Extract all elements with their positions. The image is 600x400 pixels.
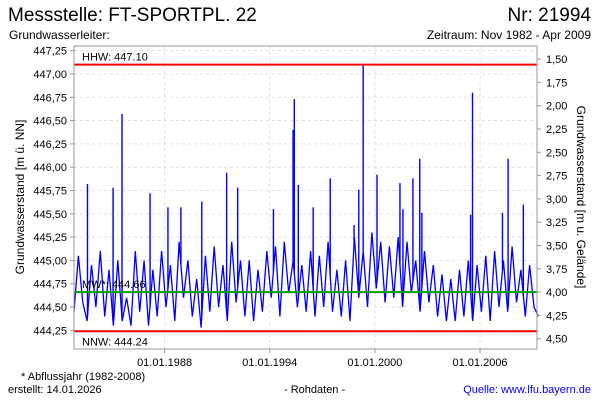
y-tick-label: 445,25 xyxy=(33,232,67,244)
y-right-tick-label: 2,00 xyxy=(546,101,567,113)
y-right-tick-label: 2,50 xyxy=(546,147,567,159)
y-axis-right: 1,50 1,75 2,00 2,25 2,50 2,75 3,00 3,25 3,50 3,75… xyxy=(537,54,567,346)
y-tick-label: 445,50 xyxy=(33,209,67,221)
y-tick-label: 446,25 xyxy=(33,139,67,151)
period-label: Zeitraum: Nov 1982 - Apr 2009 xyxy=(426,28,591,42)
x-axis: 01.01.1988 01.01.1994 01.01.2000 01.01.2006 xyxy=(137,349,508,369)
y-right-tick-label: 3,25 xyxy=(546,217,567,229)
reference-line-label: NNW: 444.24 xyxy=(82,336,148,348)
page-title: Messstelle: FT-SPORTPL. 22 xyxy=(8,5,257,26)
y-tick-label: 444,75 xyxy=(33,279,67,291)
y-right-tick-label: 3,75 xyxy=(546,264,567,276)
y-tick-label: 446,50 xyxy=(33,116,67,128)
created-date: erstellt: 14.01.2026 xyxy=(8,384,102,396)
series-line xyxy=(73,232,539,328)
grid xyxy=(74,46,537,349)
y-tick-label: 444,50 xyxy=(33,302,67,314)
y-right-tick-label: 2,25 xyxy=(546,124,567,136)
source-link[interactable]: Quelle: www.lfu.bayern.de xyxy=(463,384,591,396)
y-right-tick-label: 3,50 xyxy=(546,241,567,253)
y-axis-left: 444,25 444,50 444,75 445,00 445,25 445,50 445,… xyxy=(33,46,74,337)
y-axis-right-label: Grundwasserstand [m u. Gelände] xyxy=(574,106,588,289)
y-right-tick-label: 1,75 xyxy=(546,77,567,89)
y-tick-label: 447,00 xyxy=(33,69,67,81)
y-right-tick-label: 4,00 xyxy=(546,287,567,299)
y-right-tick-label: 4,25 xyxy=(546,310,567,322)
y-tick-label: 446,75 xyxy=(33,92,67,104)
x-tick-label: 01.01.1988 xyxy=(137,357,192,369)
y-right-tick-label: 3,00 xyxy=(546,194,567,206)
y-tick-label: 445,00 xyxy=(33,255,67,267)
raw-data-label: - Rohdaten - xyxy=(284,384,346,396)
y-tick-label: 444,25 xyxy=(33,325,67,337)
y-tick-label: 446,00 xyxy=(33,162,67,174)
reference-lines: HHW: 447.10 MW*: 444.66 NNW: 444.24 xyxy=(74,52,537,348)
reference-line-label: MW*: 444.66 xyxy=(82,279,146,291)
plot-frame xyxy=(73,45,538,350)
y-axis-label: Grundwasserstand [m ü. NN] xyxy=(13,120,27,275)
x-tick-label: 01.01.1994 xyxy=(242,357,297,369)
y-right-tick-label: 1,50 xyxy=(546,54,567,66)
footnote: * Abflussjahr (1982-2008) xyxy=(21,371,146,383)
y-right-tick-label: 2,75 xyxy=(546,171,567,183)
y-tick-label: 447,25 xyxy=(33,46,67,58)
y-tick-label: 445,75 xyxy=(33,186,67,198)
series-water-level xyxy=(73,64,539,328)
station-number: Nr: 21994 xyxy=(507,5,591,26)
x-tick-label: 01.01.2006 xyxy=(453,357,508,369)
reference-line-label: HHW: 447.10 xyxy=(82,52,148,64)
x-tick-label: 01.01.2000 xyxy=(347,357,402,369)
y-right-tick-label: 4,50 xyxy=(546,334,567,346)
aquifer-label: Grundwasserleiter: xyxy=(9,28,110,42)
